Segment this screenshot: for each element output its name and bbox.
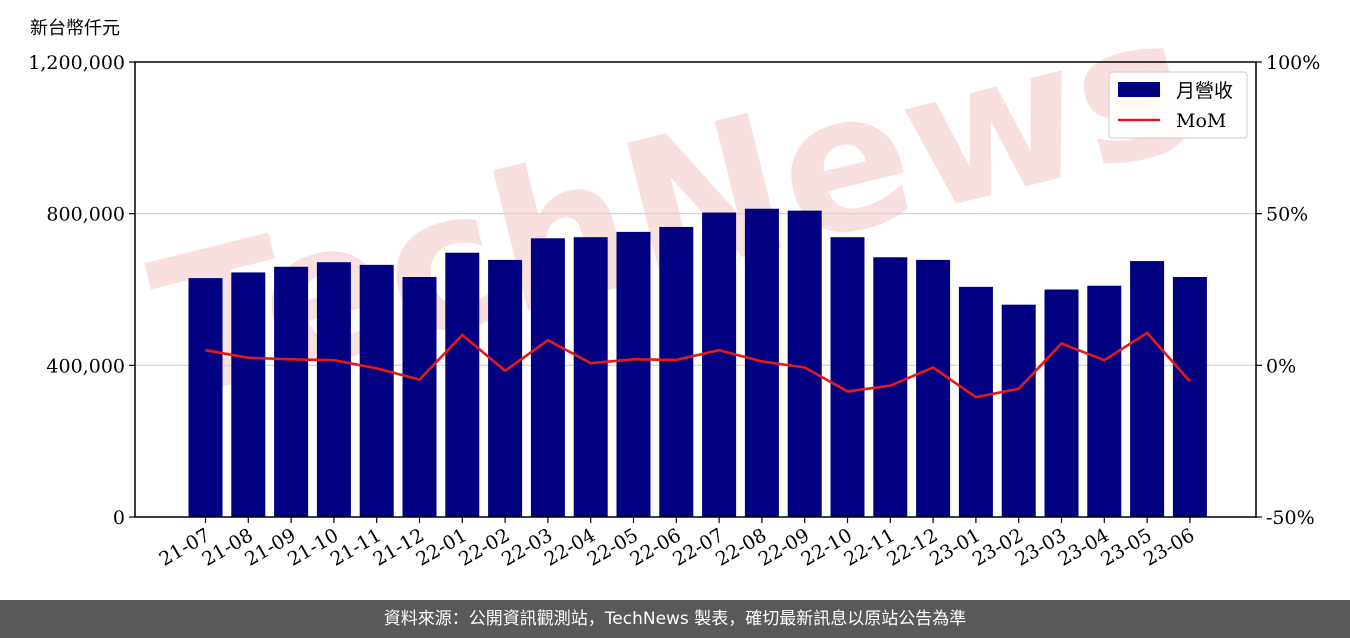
left-tick-label: 1,200,000	[28, 52, 125, 74]
bar	[1172, 276, 1207, 517]
chart: TechNews 0400,000800,0001,200,000-50%0%5…	[28, 0, 1320, 571]
legend-label-revenue: 月營收	[1176, 80, 1233, 102]
y-axis-unit-label: 新台幣仟元	[30, 18, 120, 39]
bar	[359, 264, 394, 517]
bar	[188, 278, 223, 517]
line-series	[205, 331, 1191, 399]
bar	[316, 262, 351, 517]
bar	[402, 276, 437, 517]
bar	[488, 259, 523, 517]
left-tick-label: 400,000	[46, 355, 125, 377]
bar	[1044, 289, 1079, 517]
left-tick-label: 800,000	[46, 204, 125, 226]
mom-line	[205, 331, 1191, 399]
bar	[616, 231, 651, 517]
left-tick-label: 0	[113, 507, 125, 529]
bar	[1130, 261, 1165, 517]
bar	[530, 238, 565, 517]
x-tick-label: 23-06	[1140, 524, 1198, 570]
bar	[231, 272, 266, 517]
right-tick-label: 50%	[1266, 204, 1308, 226]
bar	[830, 237, 865, 518]
legend-swatch-bar	[1118, 82, 1160, 97]
bar	[659, 226, 694, 517]
bar	[1087, 285, 1122, 517]
legend-label-mom: MoM	[1176, 110, 1226, 132]
bar	[958, 286, 993, 517]
bar	[787, 210, 822, 517]
bar	[916, 259, 951, 517]
right-tick-label: 100%	[1266, 52, 1320, 74]
source-footer: 資料來源：公開資訊觀測站，TechNews 製表，確切最新訊息以原站公告為準	[0, 600, 1350, 638]
legend: 月營收 MoM	[1108, 71, 1248, 139]
plot-frame	[134, 61, 1257, 518]
right-tick-label: -50%	[1266, 507, 1315, 529]
bar-series	[188, 208, 1207, 518]
bar	[274, 266, 309, 517]
bar	[702, 212, 737, 517]
bar	[445, 252, 480, 518]
right-tick-label: 0%	[1266, 355, 1296, 377]
bar	[1001, 304, 1036, 517]
bar	[573, 237, 608, 518]
